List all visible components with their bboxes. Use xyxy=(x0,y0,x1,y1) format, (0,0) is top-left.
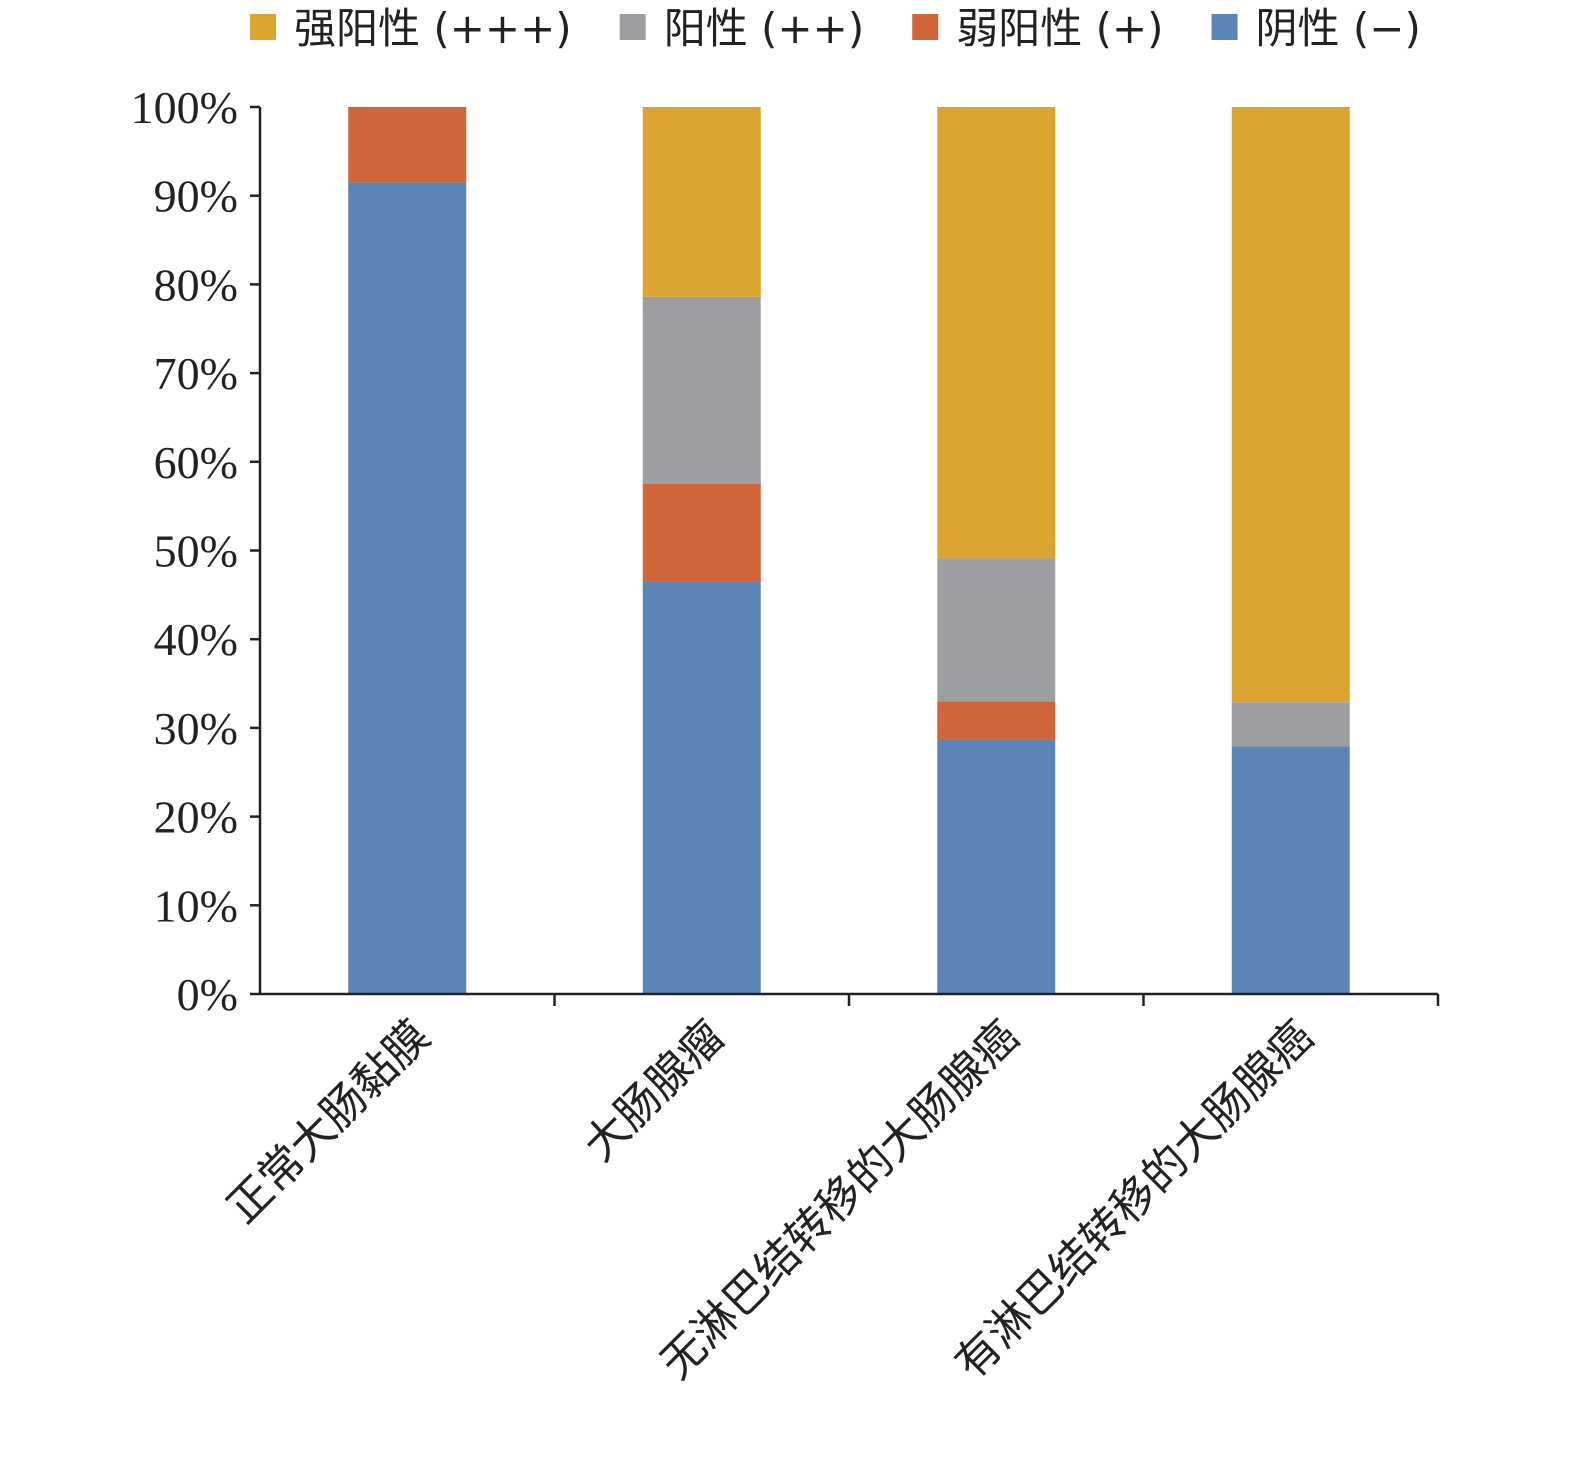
bar-segment xyxy=(937,701,1056,740)
legend: 强阳性 (+++) 阳性 (++) 弱阳性 (+) 阴性 (−) xyxy=(250,4,1421,53)
legend-swatch xyxy=(619,14,646,40)
bar-segment xyxy=(642,581,761,994)
y-tick-label: 90% xyxy=(154,171,238,222)
bars xyxy=(348,107,1350,994)
y-tick-label: 10% xyxy=(154,880,238,931)
y-tick-label: 100% xyxy=(131,82,238,133)
bar-segment xyxy=(937,739,1056,994)
legend-label: 强阳性 (+++) xyxy=(294,4,572,53)
x-ticks xyxy=(553,994,1440,1006)
legend-label: 阳性 (++) xyxy=(664,4,865,53)
bar-segment xyxy=(642,296,761,484)
bar-segment xyxy=(348,182,467,994)
bar-segment xyxy=(1231,107,1350,703)
y-tick-label: 70% xyxy=(154,348,238,399)
bar-segment xyxy=(642,483,761,582)
bar-segment xyxy=(642,107,761,297)
legend-label: 阴性 (−) xyxy=(1256,4,1421,53)
bar-segment xyxy=(937,107,1056,559)
legend-label: 弱阳性 (+) xyxy=(956,4,1163,53)
x-category-label: 大肠腺瘤 xyxy=(574,1011,735,1172)
y-tick-label: 20% xyxy=(154,792,238,843)
bar-segment xyxy=(1231,702,1350,747)
y-tick-label: 40% xyxy=(154,614,238,665)
bar-segment xyxy=(348,107,467,183)
x-category-label: 正常大肠黏膜 xyxy=(217,1011,440,1234)
y-tick-label: 0% xyxy=(177,969,238,1020)
bar-segment xyxy=(937,558,1056,702)
legend-swatch xyxy=(912,14,939,40)
y-tick-label: 80% xyxy=(154,259,238,310)
y-ticks: 0% 10% 20% 30% 40% 50% 60% 70% 80% 90% 100% xyxy=(131,82,260,1020)
y-tick-label: 50% xyxy=(154,526,238,577)
bar-segment xyxy=(1231,746,1350,994)
legend-swatch xyxy=(1211,14,1238,40)
legend-swatch xyxy=(250,14,276,40)
y-tick-label: 30% xyxy=(154,703,238,754)
y-tick-label: 60% xyxy=(154,437,238,488)
